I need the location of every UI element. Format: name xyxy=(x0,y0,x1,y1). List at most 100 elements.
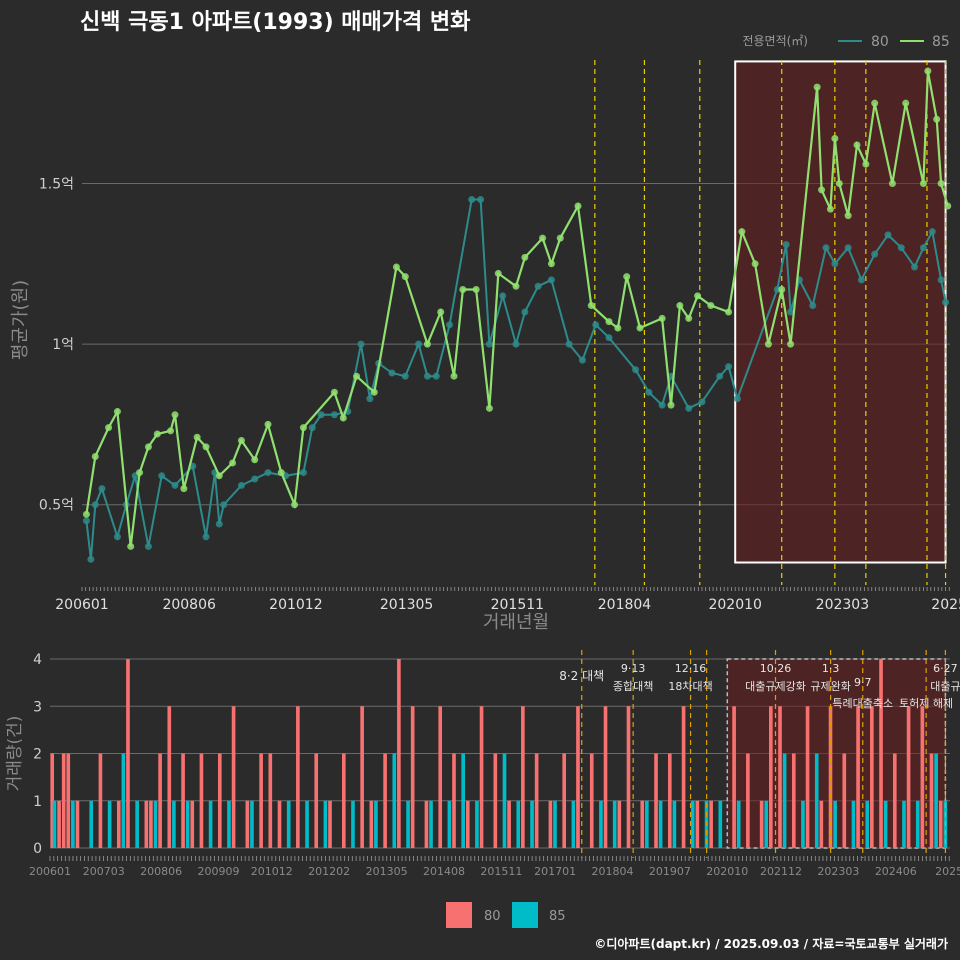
price-point-80 xyxy=(82,517,90,525)
price-point-85 xyxy=(623,273,631,281)
price-x-tick-label: 202303 xyxy=(816,597,869,613)
volume-bar-80 xyxy=(805,706,810,848)
volume-bar-80 xyxy=(410,706,415,848)
price-point-85 xyxy=(437,308,445,316)
price-point-80 xyxy=(220,501,228,509)
volume-y-tick-label: 0 xyxy=(33,841,42,857)
price-point-85 xyxy=(738,228,746,236)
volume-bar-85 xyxy=(250,800,254,848)
volume-y-axis-label: 거래량(건) xyxy=(5,716,25,792)
volume-bar-85 xyxy=(658,800,663,848)
bottom-legend-85-label: 85 xyxy=(549,909,566,924)
volume-bar-80 xyxy=(929,753,934,848)
price-point-80 xyxy=(733,395,741,403)
price-point-85 xyxy=(512,282,520,290)
price-point-80 xyxy=(844,244,852,252)
price-point-80 xyxy=(809,302,817,310)
price-point-80 xyxy=(831,260,839,268)
price-point-85 xyxy=(658,314,666,322)
price-point-80 xyxy=(91,501,99,509)
price-point-85 xyxy=(472,285,480,293)
price-point-85 xyxy=(933,115,941,123)
volume-bar-80 xyxy=(369,800,374,848)
bottom-legend-80-label: 80 xyxy=(484,909,501,924)
policy-annotation: 토허제 해제 xyxy=(899,696,953,710)
price-point-85 xyxy=(353,372,361,380)
price-point-80 xyxy=(632,366,640,374)
volume-y-tick-label: 4 xyxy=(33,652,42,668)
price-point-80 xyxy=(782,241,790,249)
volume-bar-85 xyxy=(172,800,176,848)
volume-bar-85 xyxy=(121,753,126,848)
price-point-85 xyxy=(636,324,644,332)
price-point-85 xyxy=(902,99,910,107)
price-point-80 xyxy=(547,276,555,284)
price-point-85 xyxy=(215,472,223,480)
price-point-85 xyxy=(831,135,839,143)
price-point-85 xyxy=(127,542,135,550)
price-point-85 xyxy=(171,411,179,419)
price-point-85 xyxy=(937,179,945,187)
volume-y-tick-label: 3 xyxy=(33,699,42,715)
price-point-85 xyxy=(82,510,90,518)
volume-bar-80 xyxy=(640,800,645,848)
price-point-80 xyxy=(423,372,431,380)
policy-annotation: 12·16 xyxy=(675,662,707,675)
price-point-85 xyxy=(835,179,843,187)
price-point-80 xyxy=(658,401,666,409)
price-point-80 xyxy=(388,369,396,377)
price-point-80 xyxy=(716,372,724,380)
volume-bar-85 xyxy=(475,800,479,848)
policy-annotation: 8·2 대책 xyxy=(559,668,604,683)
volume-bar-85 xyxy=(305,800,309,848)
price-point-85 xyxy=(707,302,715,310)
policy-annotation: 대출규 xyxy=(930,680,960,693)
price-point-85 xyxy=(547,260,555,268)
volume-bar-80 xyxy=(268,753,273,848)
volume-bar-80 xyxy=(360,706,364,848)
volume-bar-80 xyxy=(906,706,911,848)
price-point-85 xyxy=(264,420,272,428)
volume-bar-85 xyxy=(406,800,410,848)
volume-bar-85 xyxy=(323,800,328,848)
price-x-tick-label: 202010 xyxy=(708,597,761,613)
volume-bar-80 xyxy=(149,800,153,848)
volume-bar-85 xyxy=(736,800,741,848)
volume-bar-80 xyxy=(479,706,484,848)
volume-bar-80 xyxy=(562,753,567,848)
price-y-tick-label: 0.5억 xyxy=(39,498,74,514)
volume-bar-80 xyxy=(438,706,443,848)
footer-credit: ©디아파트(dapt.kr) / 2025.09.03 / 자료=국토교통부 실… xyxy=(594,936,948,951)
volume-bar-80 xyxy=(424,800,429,848)
volume-x-tick-label: 201202 xyxy=(308,865,350,878)
price-point-80 xyxy=(251,475,259,483)
top-legend-85-label: 85 xyxy=(932,34,950,50)
price-point-85 xyxy=(787,340,795,348)
volume-bar-85 xyxy=(865,800,870,848)
price-point-85 xyxy=(574,202,582,210)
volume-bar-80 xyxy=(126,659,130,848)
volume-x-tick-label: 201408 xyxy=(423,865,465,878)
bottom-legend-80-swatch xyxy=(446,902,472,928)
volume-bar-85 xyxy=(135,800,139,848)
volume-bar-80 xyxy=(856,706,860,848)
price-point-80 xyxy=(264,469,272,477)
volume-bar-80 xyxy=(341,753,346,848)
policy-annotation: 6·27 xyxy=(933,662,958,675)
price-point-85 xyxy=(587,302,595,310)
price-x-tick-label: 2025 xyxy=(931,597,960,613)
price-point-85 xyxy=(167,427,175,435)
volume-bar-85 xyxy=(690,800,695,848)
volume-bar-85 xyxy=(553,800,557,848)
volume-x-tick-label: 200806 xyxy=(140,865,182,878)
volume-bar-80 xyxy=(667,753,672,848)
price-point-80 xyxy=(822,244,830,252)
volume-bar-85 xyxy=(516,800,521,848)
volume-bar-85 xyxy=(351,800,355,848)
price-point-80 xyxy=(98,485,106,493)
price-point-85 xyxy=(105,424,113,432)
price-point-80 xyxy=(578,356,586,364)
price-point-80 xyxy=(415,340,423,348)
bottom-legend-85-swatch xyxy=(512,902,538,928)
volume-bar-85 xyxy=(52,800,57,848)
